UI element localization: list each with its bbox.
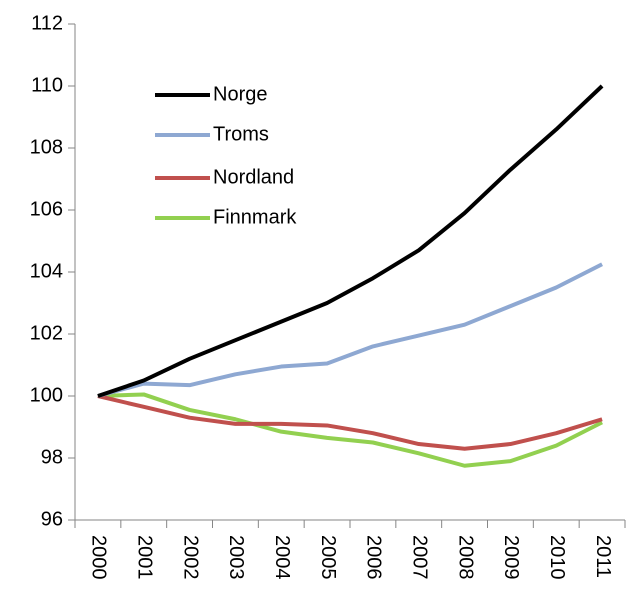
legend-label: Norge bbox=[213, 83, 267, 105]
y-tick-label: 96 bbox=[41, 508, 63, 530]
x-tick-label: 2011 bbox=[592, 535, 614, 578]
y-tick-label: 110 bbox=[31, 74, 63, 96]
x-tick-label: 2006 bbox=[363, 535, 385, 580]
x-tick-label: 2009 bbox=[500, 535, 522, 580]
series-line bbox=[97, 84, 604, 398]
y-tick-label: 102 bbox=[30, 322, 63, 344]
series-line bbox=[97, 394, 603, 451]
y-tick-label: 98 bbox=[41, 446, 63, 468]
series-line bbox=[97, 262, 603, 398]
y-tick-label: 100 bbox=[30, 384, 63, 406]
x-tick-label: 2002 bbox=[179, 535, 201, 580]
x-tick-label: 2003 bbox=[225, 535, 247, 580]
y-tick-label: 104 bbox=[30, 260, 63, 282]
x-tick-label: 2008 bbox=[454, 535, 476, 580]
y-tick-label: 112 bbox=[31, 12, 63, 34]
y-tick-label: 106 bbox=[30, 198, 63, 220]
legend-label: Troms bbox=[213, 123, 269, 145]
x-tick-label: 2005 bbox=[317, 535, 339, 580]
series-line bbox=[97, 392, 603, 468]
x-tick-label: 2000 bbox=[88, 535, 110, 580]
legend-label: Nordland bbox=[213, 166, 294, 188]
x-tick-label: 2004 bbox=[271, 535, 293, 580]
y-tick-label: 108 bbox=[30, 136, 63, 158]
legend-label: Finnmark bbox=[213, 206, 297, 228]
x-tick-label: 2007 bbox=[408, 535, 430, 580]
x-tick-label: 2001 bbox=[133, 535, 155, 580]
x-tick-label: 2010 bbox=[546, 535, 568, 580]
